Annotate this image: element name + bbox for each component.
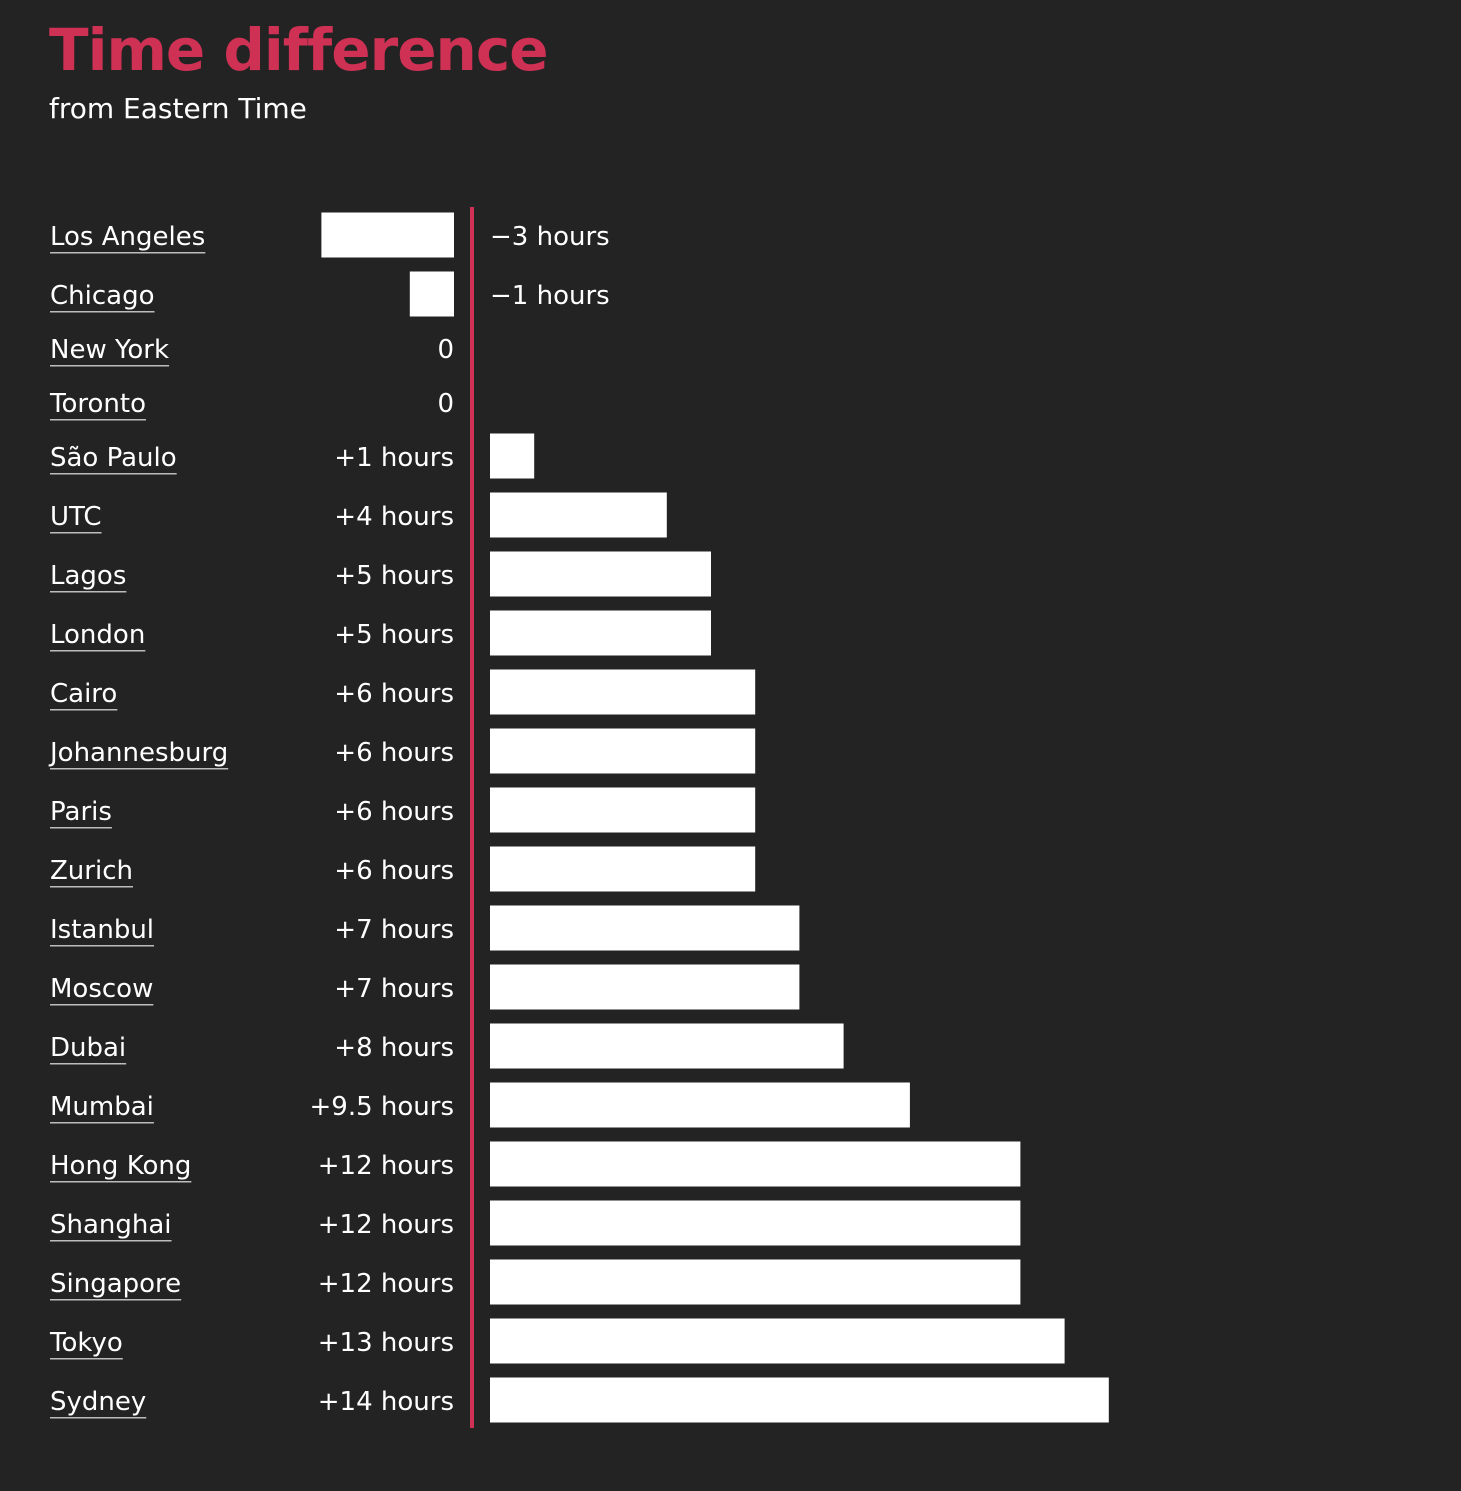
value-label-zurich: +6 hours xyxy=(334,856,454,886)
value-label-paris: +6 hours xyxy=(334,797,454,827)
city-link-new-york[interactable]: New York xyxy=(50,335,169,365)
value-label-utc: +4 hours xyxy=(334,502,454,532)
city-link-paris[interactable]: Paris xyxy=(50,797,112,827)
bar-mumbai xyxy=(490,1082,910,1128)
bar-moscow xyxy=(490,964,800,1010)
city-link-underline xyxy=(50,945,155,947)
city-link-chicago[interactable]: Chicago xyxy=(50,281,155,311)
value-label-cairo: +6 hours xyxy=(334,679,454,709)
city-link-sydney[interactable]: Sydney xyxy=(50,1387,146,1417)
city-link-utc[interactable]: UTC xyxy=(50,502,102,532)
city-link-lagos[interactable]: Lagos xyxy=(50,561,126,591)
bar-zurich xyxy=(490,846,756,892)
value-label-lagos: +5 hours xyxy=(334,561,454,591)
city-link-underline xyxy=(50,768,229,770)
city-link-cairo[interactable]: Cairo xyxy=(50,679,117,709)
city-link-underline xyxy=(50,252,206,254)
city-link-underline xyxy=(50,709,118,711)
city-link-istanbul[interactable]: Istanbul xyxy=(50,915,154,945)
bar-london xyxy=(490,610,711,656)
city-link-underline xyxy=(50,419,146,421)
bar-istanbul xyxy=(490,905,800,951)
value-label-toronto: 0 xyxy=(437,389,454,419)
city-link-zurich[interactable]: Zurich xyxy=(50,856,133,886)
city-link-underline xyxy=(50,1358,123,1360)
city-link-underline xyxy=(50,591,127,593)
value-label-johannesburg: +6 hours xyxy=(334,738,454,768)
city-link-london[interactable]: London xyxy=(50,620,145,650)
bar-sao-paulo xyxy=(490,433,535,479)
zero-baseline xyxy=(470,207,474,1428)
city-link-moscow[interactable]: Moscow xyxy=(50,974,153,1004)
labels-group: Los Angeles −3 hours Chicago −1 hours New Yo… xyxy=(48,222,610,1419)
bar-cairo xyxy=(490,669,756,715)
value-label-mumbai: +9.5 hours xyxy=(310,1092,455,1122)
value-label-london: +5 hours xyxy=(334,620,454,650)
bar-utc xyxy=(490,492,667,538)
city-link-singapore[interactable]: Singapore xyxy=(50,1269,181,1299)
value-label-new-york: 0 xyxy=(437,335,454,365)
city-link-underline xyxy=(50,311,155,313)
city-link-underline xyxy=(50,1181,192,1183)
chart-title: Time difference xyxy=(49,16,549,84)
city-link-toronto[interactable]: Toronto xyxy=(49,389,146,419)
bar-shanghai xyxy=(490,1200,1021,1246)
city-link-underline xyxy=(50,532,102,534)
city-link-underline xyxy=(50,1417,147,1419)
value-label-singapore: +12 hours xyxy=(318,1269,454,1299)
city-link-underline xyxy=(50,365,170,367)
city-link-los-angeles[interactable]: Los Angeles xyxy=(50,222,205,252)
city-link-underline xyxy=(50,1299,182,1301)
value-label-los-angeles: −3 hours xyxy=(490,222,610,252)
bar-chicago xyxy=(409,271,454,317)
city-link-underline xyxy=(50,1122,154,1124)
value-label-moscow: +7 hours xyxy=(334,974,454,1004)
city-link-underline xyxy=(50,827,112,829)
bars-group xyxy=(321,212,1109,1423)
city-link-johannesburg[interactable]: Johannesburg xyxy=(48,738,228,768)
city-link-underline xyxy=(50,1004,154,1006)
bar-dubai xyxy=(490,1023,844,1069)
value-label-istanbul: +7 hours xyxy=(334,915,454,945)
city-link-underline xyxy=(50,473,177,475)
city-link-mumbai[interactable]: Mumbai xyxy=(50,1092,154,1122)
chart-subtitle: from Eastern Time xyxy=(49,92,307,125)
value-label-sao-paulo: +1 hours xyxy=(334,443,454,473)
value-label-tokyo: +13 hours xyxy=(318,1328,454,1358)
value-label-dubai: +8 hours xyxy=(334,1033,454,1063)
city-link-underline xyxy=(50,886,133,888)
bar-tokyo xyxy=(490,1318,1065,1364)
bar-singapore xyxy=(490,1259,1021,1305)
city-link-underline xyxy=(50,650,146,652)
value-label-sydney: +14 hours xyxy=(318,1387,454,1417)
value-label-hong-kong: +12 hours xyxy=(318,1151,454,1181)
bar-los-angeles xyxy=(321,212,454,258)
value-label-shanghai: +12 hours xyxy=(318,1210,454,1240)
bar-lagos xyxy=(490,551,711,597)
city-link-shanghai[interactable]: Shanghai xyxy=(50,1210,172,1240)
bar-johannesburg xyxy=(490,728,756,774)
bar-sydney xyxy=(490,1377,1109,1423)
city-link-dubai[interactable]: Dubai xyxy=(50,1033,126,1063)
city-link-underline xyxy=(50,1063,127,1065)
value-label-chicago: −1 hours xyxy=(490,281,610,311)
city-link-underline xyxy=(50,1240,172,1242)
bar-paris xyxy=(490,787,756,833)
city-link-sao-paulo[interactable]: São Paulo xyxy=(50,443,177,473)
bar-hong-kong xyxy=(490,1141,1021,1187)
city-link-hong-kong[interactable]: Hong Kong xyxy=(50,1151,191,1181)
city-link-tokyo[interactable]: Tokyo xyxy=(49,1328,123,1358)
